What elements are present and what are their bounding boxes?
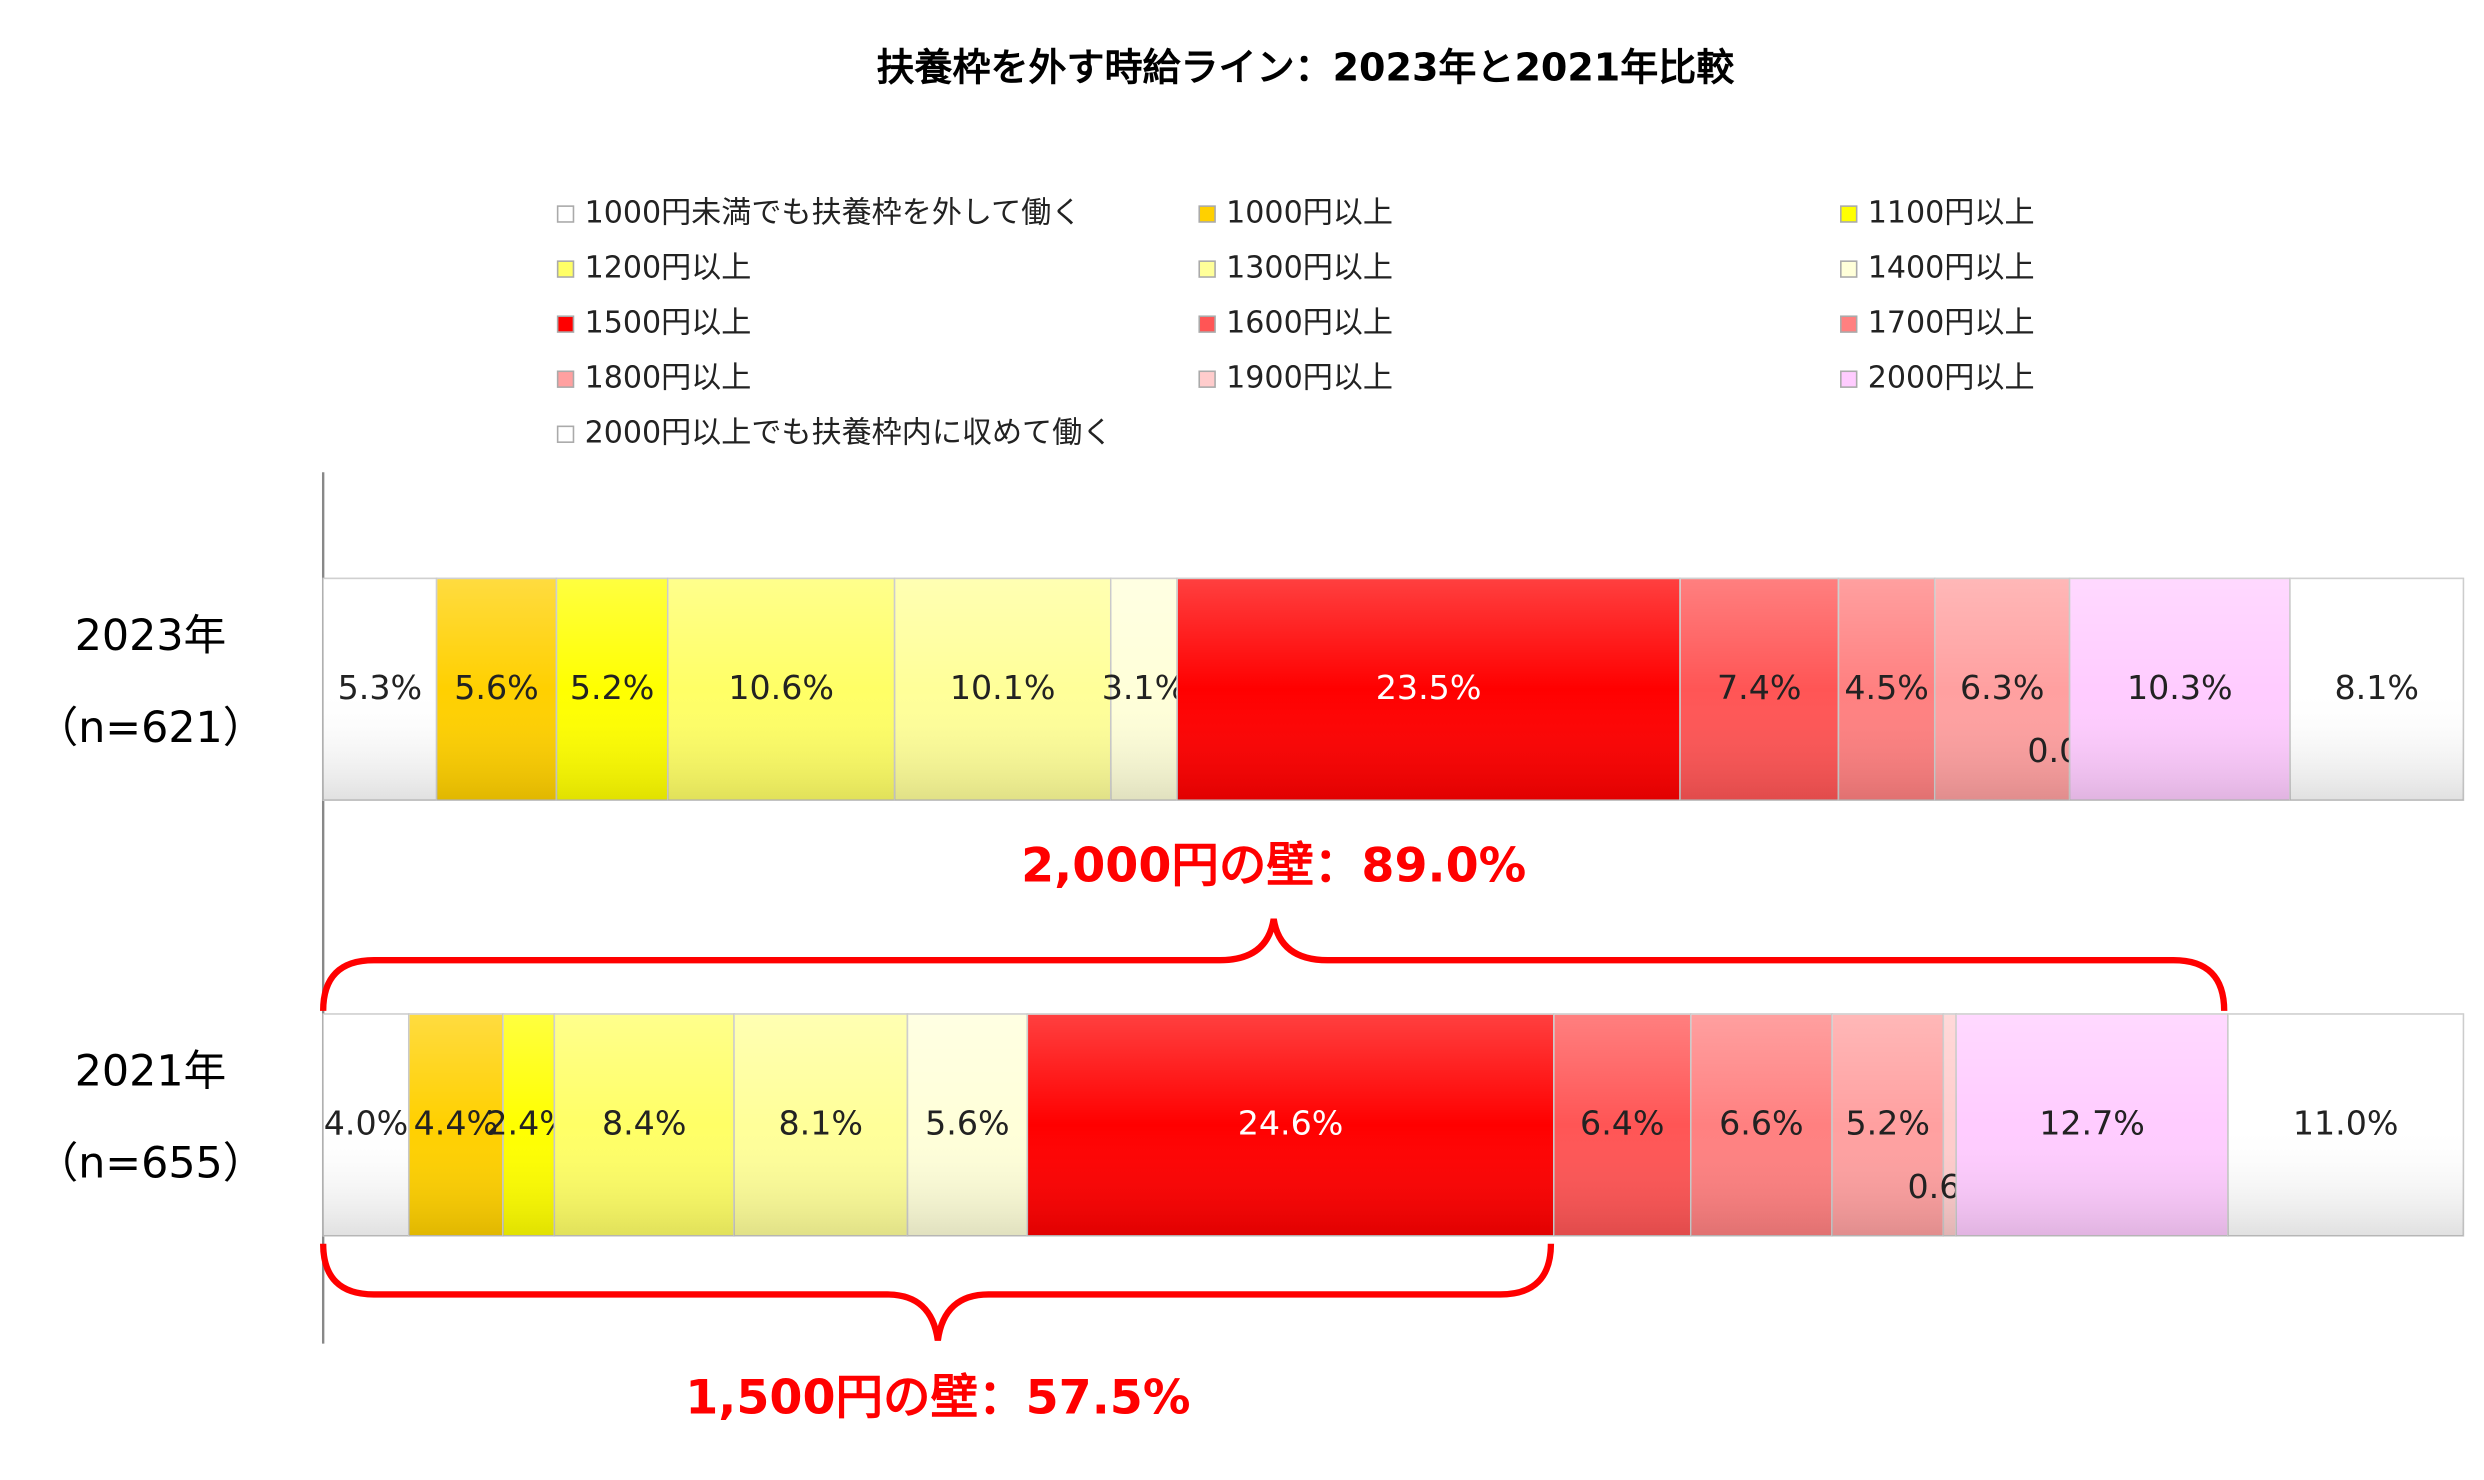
category-label: 2023年 [75,611,227,661]
bar-shade [502,1014,555,1236]
category-sublabel: （n=621） [35,703,265,753]
value-label: 5.2% [570,668,654,707]
bar-shade [1177,578,1681,801]
legend-swatch [556,425,575,443]
category-sublabel: （n=655） [35,1139,265,1189]
bar-shade [1943,1014,1957,1236]
bar-shade [734,1014,908,1236]
value-label: 5.6% [925,1103,1009,1142]
bar-shade [1934,578,2070,801]
value-label: 8.4% [602,1103,686,1142]
legend-label: 1000円未満でも扶養枠を外して働く [585,196,1082,231]
bar-shade [1553,1014,1691,1236]
legend-label: 1100円以上 [1868,196,2035,231]
bar-shade [2290,578,2464,801]
legend-label: 2000円以上 [1868,361,2035,396]
bar-shade [323,1014,409,1236]
value-label: 10.3% [2127,668,2233,707]
legend-label: 2000円以上でも扶養枠内に収めて働く [585,416,1113,451]
legend-swatch [1840,370,1858,388]
bar-shade [1680,578,1839,801]
legend-label: 1300円以上 [1226,251,1393,286]
value-label: 5.2% [1845,1103,1929,1142]
legend-swatch [1198,370,1216,388]
legend-swatch [1840,260,1858,278]
bar-shade [1838,578,1935,801]
brace [320,918,2228,1011]
value-label: 12.7% [2039,1103,2145,1142]
value-label: 5.3% [338,668,422,707]
legend-label: 1400円以上 [1868,251,2035,286]
bar-shade [554,1014,735,1236]
value-label: 4.4% [414,1103,498,1142]
legend-swatch [1840,205,1858,223]
legend-swatch [1198,205,1216,223]
bar-shade [2069,578,2291,801]
category-label: 2021年 [75,1047,227,1097]
bar-shade [1832,1014,1944,1236]
bar-shade [667,578,895,801]
chart-title: 扶養枠を外す時給ライン：2023年と2021年比較 [876,45,1735,89]
bar-shade [1110,578,1178,801]
value-label: 11.0% [2293,1103,2399,1142]
bar-shade [1690,1014,1833,1236]
legend-label: 1500円以上 [585,306,752,341]
legend-label: 1000円以上 [1226,196,1393,231]
bar-shade [556,578,668,801]
value-label: 5.6% [454,668,538,707]
value-label: 4.0% [324,1103,408,1142]
bar-shade [894,578,1111,801]
bar-shade [408,1014,503,1236]
annotation: 1,500円の壁：57.5% [685,1371,1190,1426]
legend-label: 1600円以上 [1226,306,1393,341]
legend-label: 1200円以上 [585,251,752,286]
legend-swatch [556,315,575,333]
legend-swatch [556,260,575,278]
bar-shade [1956,1014,2228,1236]
annotation: 2,000円の壁：89.0% [1021,838,1526,893]
legend-label: 1800円以上 [585,361,752,396]
value-label: 6.6% [1719,1103,1803,1142]
legend-swatch [1198,260,1216,278]
legend-swatch [1198,315,1216,333]
value-label: 4.5% [1844,668,1928,707]
value-label: 24.6% [1238,1103,1344,1142]
value-label: 10.6% [728,668,834,707]
bar-shade [323,578,437,801]
bar-shade [436,578,557,801]
brace [320,1243,1555,1341]
bar-shade [2227,1014,2464,1236]
bar-shade [1027,1014,1554,1236]
bar-shade [907,1014,1028,1236]
legend-label: 1700円以上 [1868,306,2035,341]
legend-swatch [556,370,575,388]
value-label: 8.1% [779,1103,863,1142]
value-label: 8.1% [2334,668,2418,707]
legend-swatch [1840,315,1858,333]
value-label: 6.3% [1960,668,2044,707]
value-label: 3.1% [1102,668,1186,707]
value-label: 7.4% [1717,668,1801,707]
value-label: 23.5% [1376,668,1482,707]
legend-label: 1900円以上 [1226,361,1393,396]
legend-swatch [556,205,575,223]
value-label: 6.4% [1580,1103,1664,1142]
value-label: 10.1% [950,668,1056,707]
